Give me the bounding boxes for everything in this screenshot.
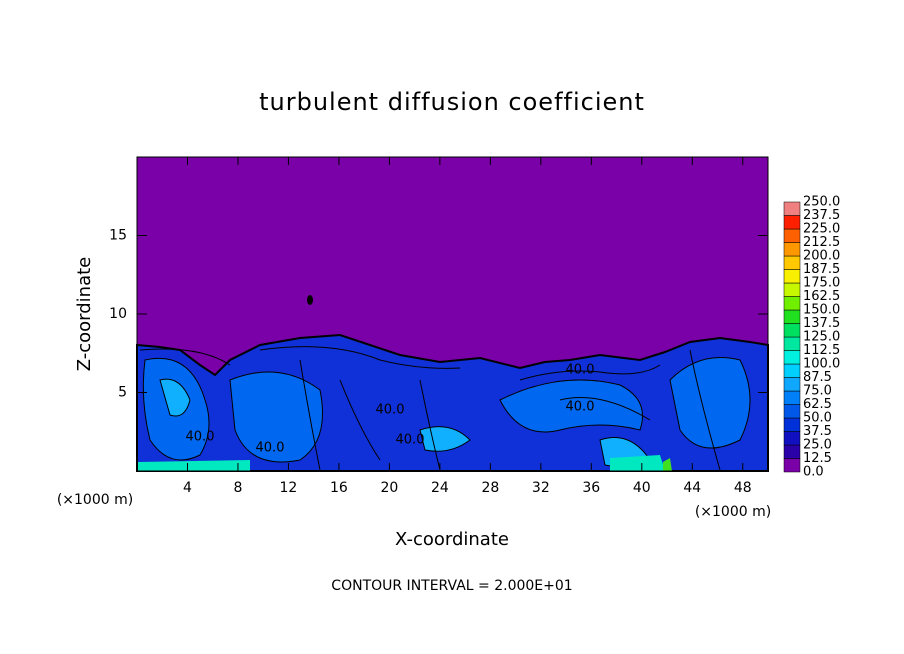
footnote: CONTOUR INTERVAL = 2.000E+01: [331, 578, 572, 594]
x-unit: (×1000 m): [57, 492, 133, 508]
contour-label: 40.0: [566, 400, 595, 415]
y-axis-label: Z-coordinate: [74, 257, 95, 372]
colorbar-label: 162.5: [803, 289, 840, 304]
colorbar-cell: [783, 282, 801, 297]
x-axis-label: X-coordinate: [395, 529, 509, 550]
x-tick-label: 4: [183, 480, 192, 496]
field-patch: [142, 357, 751, 463]
colorbar-label: 50.0: [803, 411, 832, 426]
contour-label: 40.0: [186, 430, 215, 445]
colorbar-cell: [783, 296, 801, 311]
colorbar-label: 62.5: [803, 397, 832, 412]
x-tick-label: 24: [431, 480, 449, 496]
colorbar-label: 250.0: [803, 195, 840, 210]
chart-title: turbulent diffusion coefficient: [259, 88, 645, 116]
y-tick-label: 15: [109, 228, 127, 244]
colorbar-cell: [783, 323, 801, 338]
contour-blob: [307, 295, 313, 305]
colorbar-label: 112.5: [803, 343, 840, 358]
colorbar-label: 100.0: [803, 357, 840, 372]
colorbar-cell: [783, 242, 801, 257]
colorbar-label: 37.5: [803, 424, 832, 439]
field-patch: [663, 458, 672, 471]
colorbar-label: 12.5: [803, 451, 832, 466]
x-unit: (×1000 m): [695, 504, 771, 520]
colorbar-cell: [783, 404, 801, 419]
colorbar-cell: [783, 350, 801, 365]
contour-label: 40.0: [396, 433, 425, 448]
colorbar-cell: [783, 201, 801, 216]
x-tick-label: 48: [734, 480, 752, 496]
field: [136, 157, 769, 472]
colorbar-label: 200.0: [803, 249, 840, 264]
y-tick-label: 5: [118, 385, 127, 401]
contour-label: 40.0: [566, 363, 595, 378]
colorbar-cell: [783, 458, 801, 473]
x-tick-label: 32: [532, 480, 550, 496]
colorbar-cell: [783, 444, 801, 459]
colorbar-cell: [783, 431, 801, 446]
colorbar-label: 87.5: [803, 370, 832, 385]
colorbar-cell: [783, 309, 801, 324]
contour-line: [139, 346, 721, 471]
field-patch: [138, 455, 665, 471]
x-tick-label: 12: [280, 480, 298, 496]
x-tick-label: 40: [633, 480, 651, 496]
x-tick-label: 20: [380, 480, 398, 496]
colorbar-label: 25.0: [803, 438, 832, 453]
colorbar-label: 75.0: [803, 384, 832, 399]
colorbar-cell: [783, 215, 801, 230]
colorbar-cell: [783, 255, 801, 270]
contour-label: 40.0: [256, 441, 285, 456]
y-tick-label: 10: [109, 306, 127, 322]
colorbar-label: 0.0: [803, 465, 824, 480]
colorbar-cell: [783, 390, 801, 405]
colorbar-cell: [783, 417, 801, 432]
colorbar-label: 212.5: [803, 235, 840, 250]
colorbar-label: 187.5: [803, 262, 840, 277]
x-tick-label: 16: [330, 480, 348, 496]
colorbar-cell: [783, 336, 801, 351]
colorbar-cell: [783, 363, 801, 378]
colorbar-cell: [783, 228, 801, 243]
x-tick-label: 8: [233, 480, 242, 496]
colorbar-label: 175.0: [803, 276, 840, 291]
x-tick-label: 44: [683, 480, 701, 496]
contour-label: 40.0: [376, 403, 405, 418]
colorbar-label: 225.0: [803, 222, 840, 237]
colorbar-cell: [783, 377, 801, 392]
colorbar-cell: [783, 269, 801, 284]
colorbar-label: 137.5: [803, 316, 840, 331]
x-tick-label: 36: [582, 480, 600, 496]
x-tick-label: 28: [481, 480, 499, 496]
colorbar-label: 150.0: [803, 303, 840, 318]
colorbar-label: 237.5: [803, 208, 840, 223]
colorbar-label: 125.0: [803, 330, 840, 345]
